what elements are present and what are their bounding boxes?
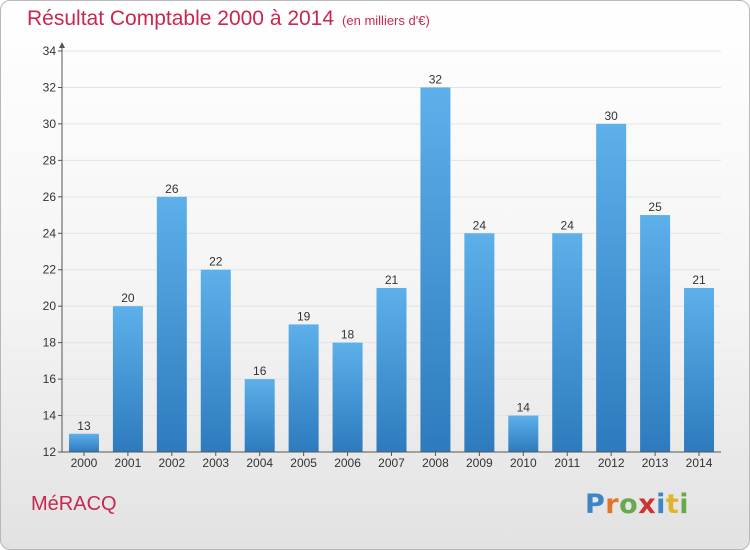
x-tick-label: 2001 xyxy=(115,456,142,470)
data-label: 24 xyxy=(561,218,575,232)
y-tick-label: 22 xyxy=(43,263,57,277)
data-label: 19 xyxy=(297,309,311,323)
data-label: 20 xyxy=(121,291,135,305)
x-tick-label: 2008 xyxy=(422,456,449,470)
y-tick-label: 20 xyxy=(43,299,57,313)
x-tick-label: 2010 xyxy=(510,456,537,470)
x-tick-label: 2006 xyxy=(334,456,361,470)
bar xyxy=(156,196,187,452)
bar xyxy=(288,324,319,452)
axes xyxy=(58,42,721,456)
y-tick-label: 28 xyxy=(43,153,57,167)
chart-title: Résultat Comptable 2000 à 2014 (en millie… xyxy=(27,7,430,37)
logo-letter: t xyxy=(665,489,680,520)
commune-name: MéRACQ xyxy=(31,493,117,515)
bar xyxy=(640,215,671,452)
y-tick-label: 24 xyxy=(43,226,57,240)
bar xyxy=(464,233,495,452)
data-label: 18 xyxy=(341,328,355,342)
y-tick-label: 18 xyxy=(43,336,57,350)
bar xyxy=(420,87,451,453)
y-axis-arrow xyxy=(59,42,65,48)
data-label: 24 xyxy=(473,218,487,232)
data-label: 13 xyxy=(77,419,91,433)
x-tick-label: 2002 xyxy=(158,456,185,470)
bar xyxy=(68,433,99,452)
logo-letter: x xyxy=(638,489,657,520)
x-tick-label: 2013 xyxy=(642,456,669,470)
y-tick-label: 12 xyxy=(43,445,57,459)
subtitle-text: (en milliers d'€) xyxy=(342,13,430,28)
bar xyxy=(244,379,275,452)
data-label: 16 xyxy=(253,364,267,378)
bar xyxy=(200,269,231,452)
bar xyxy=(332,342,363,452)
logo-letter: P xyxy=(585,489,606,520)
logo-letter: o xyxy=(619,489,639,520)
data-label: 25 xyxy=(648,200,662,214)
bar xyxy=(596,123,627,452)
bar xyxy=(376,287,407,452)
bar xyxy=(684,287,715,452)
x-tick-label: 2012 xyxy=(598,456,625,470)
x-tick-label: 2011 xyxy=(554,456,580,470)
y-tick-label: 30 xyxy=(43,117,57,131)
y-tick-label: 26 xyxy=(43,190,57,204)
y-tick-label: 14 xyxy=(43,409,57,423)
data-label: 22 xyxy=(209,255,223,269)
x-tick-label: 2003 xyxy=(202,456,229,470)
logo-letter: i xyxy=(679,489,690,520)
labels: 12 14 16 18 20 22 24 26 28 30 32 34 13 2000 20 2001 26 20… xyxy=(43,44,713,470)
x-tick-label: 2000 xyxy=(71,456,98,470)
x-tick-label: 2004 xyxy=(246,456,273,470)
data-label: 21 xyxy=(385,273,399,287)
x-tick-label: 2009 xyxy=(466,456,493,470)
bar xyxy=(112,306,143,452)
x-tick-label: 2014 xyxy=(686,456,713,470)
y-tick-label: 34 xyxy=(43,44,57,58)
y-tick-label: 16 xyxy=(43,372,57,386)
bars xyxy=(68,87,715,453)
data-label: 26 xyxy=(165,182,179,196)
data-label: 21 xyxy=(692,273,706,287)
logo-letter: i xyxy=(656,489,666,520)
x-tick-label: 2005 xyxy=(290,456,317,470)
title-text: Résultat Comptable 2000 à 2014 xyxy=(27,7,335,30)
x-tick-label: 2007 xyxy=(378,456,405,470)
proxiti-logo: Proxiti xyxy=(585,489,689,520)
bar xyxy=(552,233,583,452)
logo-letter: r xyxy=(605,489,620,520)
data-label: 32 xyxy=(429,72,443,86)
y-tick-label: 32 xyxy=(43,80,57,94)
bar xyxy=(508,415,539,452)
data-label: 14 xyxy=(517,401,531,415)
data-label: 30 xyxy=(604,109,618,123)
